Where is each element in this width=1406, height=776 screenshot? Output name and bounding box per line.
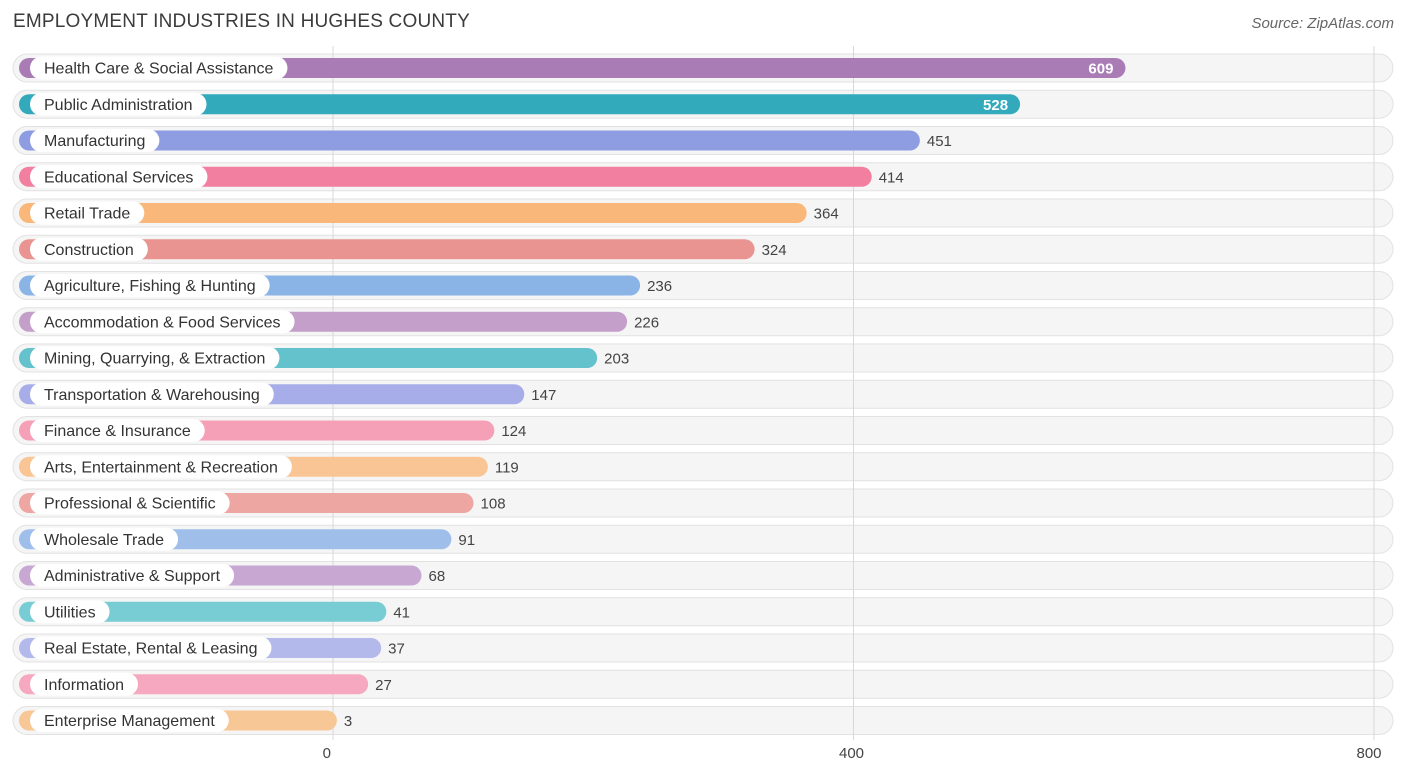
tick-label: 0 [323, 745, 331, 762]
category-label: Professional & Scientific [44, 496, 216, 513]
category-label-pill [30, 709, 229, 732]
category-label: Accommodation & Food Services [44, 314, 281, 331]
category-label: Mining, Quarrying, & Extraction [44, 351, 265, 368]
category-label-pill [30, 419, 205, 442]
category-label: Real Estate, Rental & Leasing [44, 641, 257, 658]
value-label: 119 [495, 459, 519, 476]
row-track [12, 706, 1394, 735]
bar [19, 203, 807, 223]
category-label-pill [30, 92, 207, 116]
bar [19, 601, 387, 622]
category-label: Information [44, 677, 124, 694]
source-label: Source: ZipAtlas.com [1251, 15, 1394, 32]
category-label: Educational Services [44, 169, 193, 186]
category-label-pill [30, 382, 274, 406]
bar [19, 94, 1021, 115]
chart-title: EMPLOYMENT INDUSTRIES IN HUGHES COUNTY [13, 11, 470, 32]
value-label: 124 [501, 423, 526, 440]
category-label-pill [30, 672, 139, 696]
value-label: 364 [814, 206, 839, 223]
category-label-pill [30, 274, 270, 297]
category-label-pill [30, 527, 179, 551]
category-label-pill [30, 636, 272, 660]
category-label-pill [30, 491, 230, 515]
value-label: 108 [481, 496, 506, 513]
value-label: 27 [375, 677, 392, 694]
value-label: 324 [762, 242, 787, 259]
bar [19, 58, 1126, 78]
value-label: 203 [604, 351, 629, 368]
category-label: Health Care & Social Assistance [44, 61, 274, 78]
bar [19, 166, 872, 187]
category-label: Transportation & Warehousing [44, 387, 260, 404]
category-label-pill [30, 129, 160, 152]
value-label: 91 [458, 532, 475, 549]
category-label-pill [30, 56, 288, 80]
value-label: 236 [647, 278, 672, 295]
value-label: 41 [393, 604, 410, 621]
category-label-pill [30, 310, 295, 334]
tick-label: 400 [839, 745, 864, 762]
value-label: 414 [879, 169, 904, 186]
value-label: 528 [983, 97, 1008, 114]
value-label: 451 [927, 133, 952, 150]
value-label: 609 [1088, 61, 1113, 78]
category-label-pill [30, 600, 110, 624]
category-label-pill [30, 201, 145, 225]
category-label-pill [30, 455, 292, 479]
category-label: Agriculture, Fishing & Hunting [44, 278, 256, 295]
category-label: Manufacturing [44, 133, 145, 150]
value-label: 3 [344, 713, 352, 730]
category-label: Wholesale Trade [44, 532, 164, 549]
category-label-pill [30, 165, 208, 189]
category-label-pill [30, 564, 235, 587]
tick-label: 800 [1356, 745, 1381, 762]
category-label: Administrative & Support [44, 568, 221, 585]
category-label: Utilities [44, 604, 96, 621]
value-label: 68 [428, 568, 445, 585]
category-label: Arts, Entertainment & Recreation [44, 459, 278, 476]
value-label: 226 [634, 314, 659, 331]
category-label: Public Administration [44, 97, 193, 114]
bar [19, 239, 755, 260]
category-label: Retail Trade [44, 206, 130, 223]
value-label: 147 [531, 387, 556, 404]
bar [19, 130, 920, 151]
category-label: Construction [44, 242, 134, 259]
category-label: Enterprise Management [44, 713, 215, 730]
value-label: 37 [388, 641, 405, 658]
category-label-pill [30, 346, 280, 370]
category-label: Finance & Insurance [44, 423, 191, 440]
category-label-pill [30, 237, 148, 261]
